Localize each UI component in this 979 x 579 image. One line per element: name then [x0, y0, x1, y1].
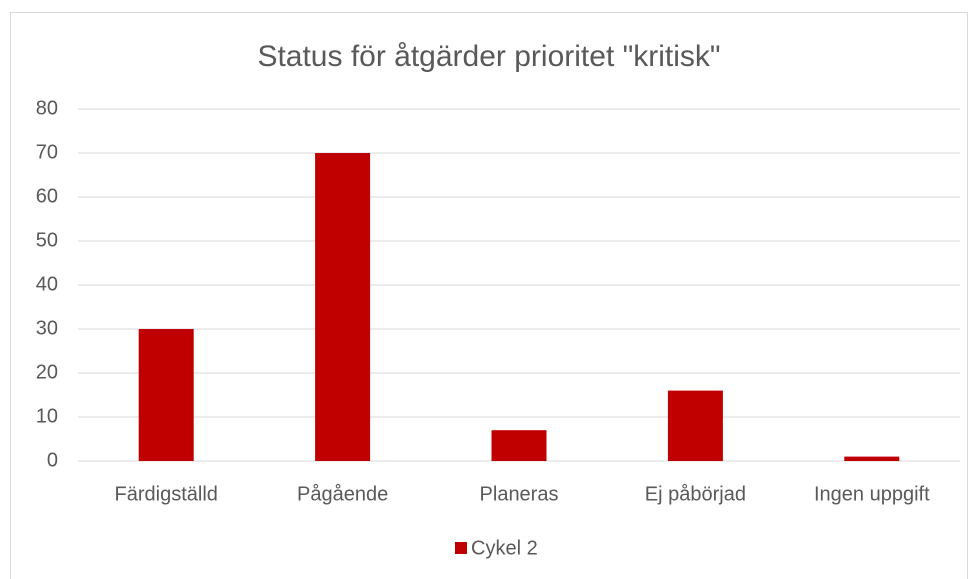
bar [315, 153, 371, 461]
x-tick-label: Ingen uppgift [814, 483, 930, 505]
y-tick-label: 10 [36, 405, 58, 427]
bar [667, 390, 723, 461]
chart-title: Status för åtgärder prioritet "kritisk" [257, 40, 720, 73]
y-tick-label: 50 [36, 229, 58, 251]
y-tick-label: 70 [36, 141, 58, 163]
y-tick-label: 0 [47, 449, 58, 471]
x-tick-label: Pågående [297, 483, 388, 505]
y-tick-label: 30 [36, 317, 58, 339]
y-tick-label: 20 [36, 361, 58, 383]
x-tick-label: Ej påbörjad [645, 483, 746, 505]
bar [138, 329, 194, 461]
y-tick-label: 40 [36, 273, 58, 295]
legend-swatch [455, 542, 467, 554]
legend-label: Cykel 2 [471, 537, 538, 559]
bar [491, 430, 547, 461]
y-tick-label: 60 [36, 185, 58, 207]
bar [844, 456, 900, 461]
x-tick-label: Planeras [480, 483, 559, 505]
chart-frame [10, 12, 968, 579]
y-tick-label: 80 [36, 97, 58, 119]
x-tick-label: Färdigställd [115, 483, 218, 505]
